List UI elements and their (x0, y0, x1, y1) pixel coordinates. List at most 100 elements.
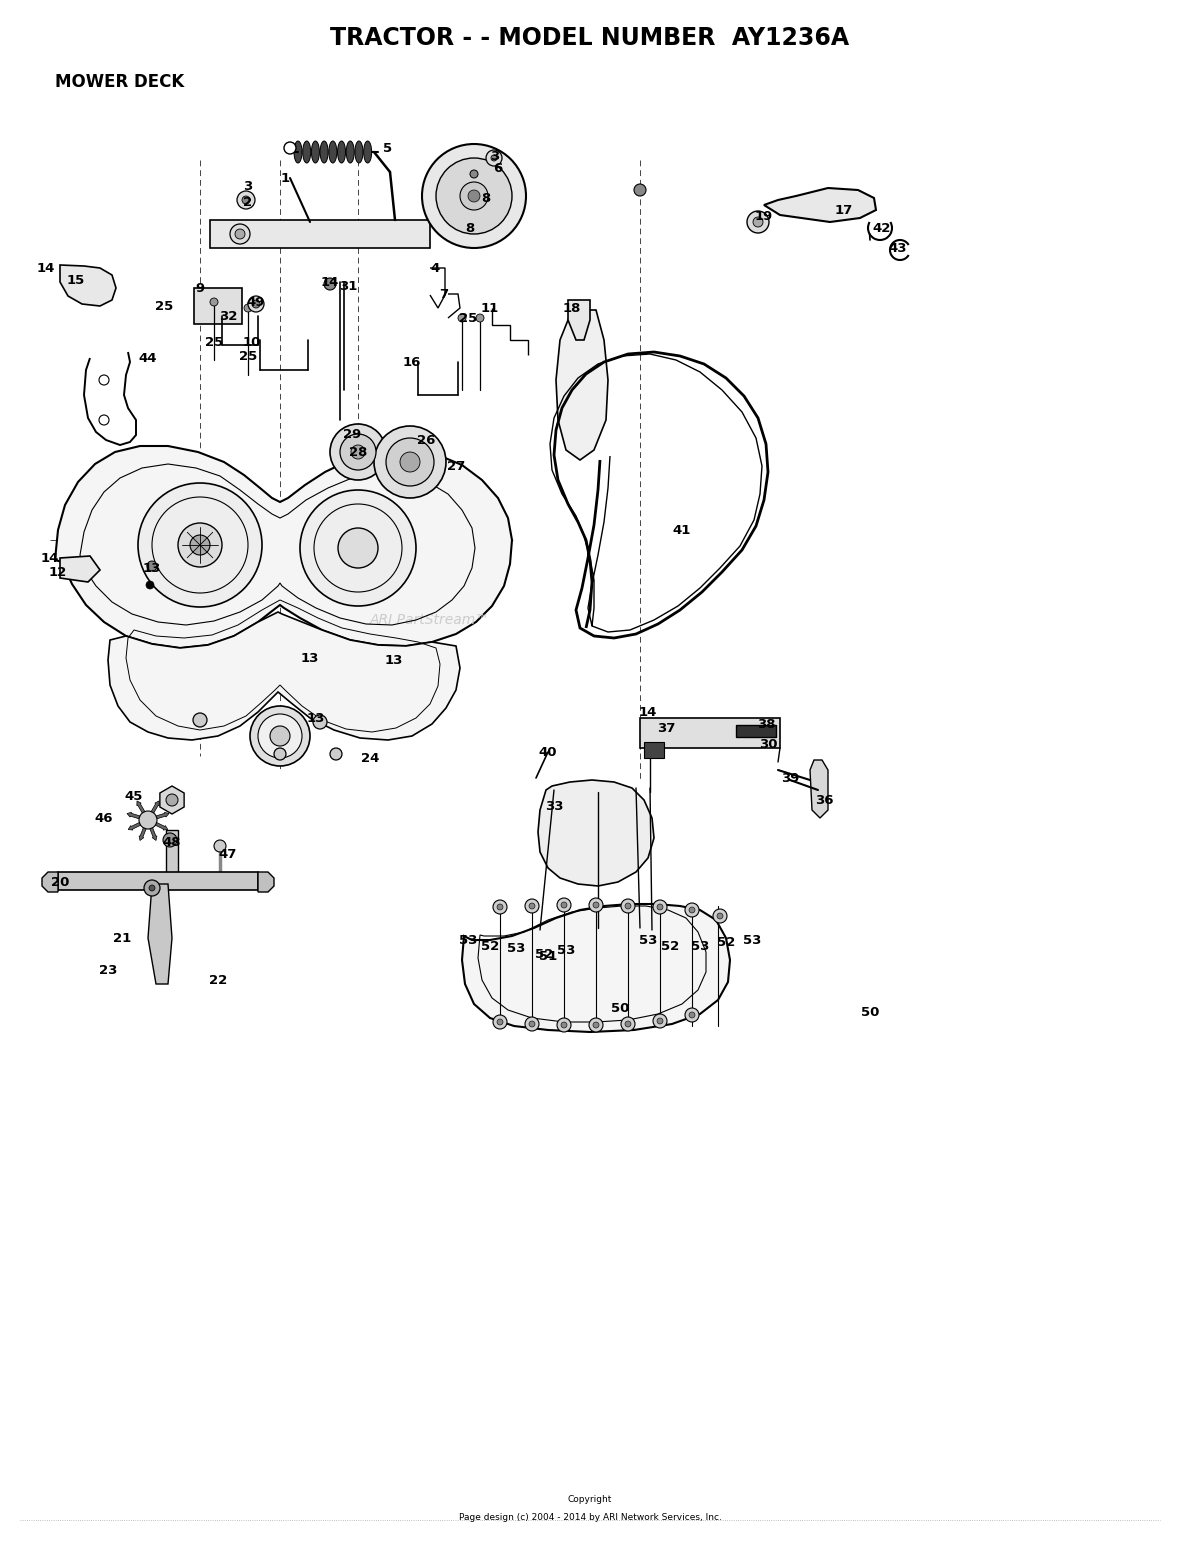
Text: 29: 29 (343, 427, 361, 440)
Text: ARI PartStream™: ARI PartStream™ (371, 613, 490, 626)
Polygon shape (55, 446, 512, 648)
Polygon shape (210, 221, 430, 248)
Text: 53: 53 (459, 934, 477, 946)
Circle shape (163, 833, 177, 847)
Circle shape (386, 438, 434, 486)
Circle shape (653, 1014, 667, 1028)
Circle shape (144, 880, 160, 896)
Text: 53: 53 (557, 943, 575, 957)
Text: 1: 1 (281, 171, 289, 185)
Text: 46: 46 (94, 812, 113, 824)
Text: 8: 8 (481, 191, 491, 205)
Text: 17: 17 (835, 204, 853, 216)
Text: 20: 20 (51, 875, 70, 889)
Circle shape (594, 903, 599, 907)
Polygon shape (109, 613, 460, 741)
Text: 27: 27 (447, 460, 465, 472)
Text: 14: 14 (37, 261, 55, 275)
Text: 25: 25 (205, 335, 223, 349)
Text: 3: 3 (243, 179, 253, 193)
Text: 18: 18 (563, 301, 582, 315)
Circle shape (686, 903, 699, 917)
Circle shape (689, 907, 695, 913)
Text: 22: 22 (209, 974, 227, 986)
Text: 36: 36 (814, 793, 833, 807)
Text: 53: 53 (638, 934, 657, 946)
Text: 33: 33 (545, 799, 563, 813)
Polygon shape (258, 872, 274, 892)
Ellipse shape (294, 140, 302, 164)
Circle shape (717, 913, 723, 920)
Circle shape (653, 900, 667, 913)
Circle shape (149, 886, 155, 890)
Circle shape (139, 812, 157, 829)
Polygon shape (763, 188, 876, 222)
Circle shape (589, 1018, 603, 1032)
Circle shape (274, 748, 286, 761)
Polygon shape (159, 785, 184, 815)
Text: Copyright: Copyright (568, 1495, 612, 1504)
Circle shape (99, 415, 109, 424)
Text: 44: 44 (139, 352, 157, 364)
Text: 38: 38 (756, 717, 775, 730)
Circle shape (621, 900, 635, 913)
Text: 42: 42 (873, 222, 891, 235)
Circle shape (248, 296, 264, 312)
Circle shape (657, 904, 663, 910)
Circle shape (374, 426, 446, 498)
Text: 14: 14 (321, 276, 339, 289)
Text: 13: 13 (143, 562, 162, 574)
Circle shape (625, 903, 631, 909)
Circle shape (330, 424, 386, 480)
Text: 49: 49 (247, 296, 266, 309)
Circle shape (468, 190, 480, 202)
Bar (58, 872, 258, 890)
Ellipse shape (312, 140, 320, 164)
Circle shape (313, 714, 327, 728)
Circle shape (491, 154, 497, 160)
Circle shape (190, 535, 210, 555)
Text: 28: 28 (349, 446, 367, 458)
Ellipse shape (320, 140, 328, 164)
Circle shape (557, 898, 571, 912)
Text: 5: 5 (384, 142, 393, 154)
Text: 14: 14 (638, 705, 657, 719)
Text: 3: 3 (491, 150, 499, 162)
Bar (640, 717, 780, 748)
Polygon shape (42, 872, 58, 892)
Circle shape (589, 898, 603, 912)
Text: 51: 51 (539, 949, 557, 963)
Text: 26: 26 (417, 434, 435, 446)
Circle shape (253, 299, 260, 309)
Circle shape (634, 184, 645, 196)
Circle shape (242, 196, 250, 204)
Ellipse shape (303, 140, 310, 164)
Polygon shape (60, 555, 100, 582)
Circle shape (284, 142, 296, 154)
Circle shape (493, 900, 507, 913)
Circle shape (560, 903, 568, 907)
Circle shape (686, 1008, 699, 1021)
Circle shape (337, 528, 378, 568)
Text: 25: 25 (459, 312, 477, 324)
Text: 19: 19 (755, 210, 773, 222)
Circle shape (493, 1015, 507, 1029)
Circle shape (237, 191, 255, 208)
Text: TRACTOR - - MODEL NUMBER  AY1236A: TRACTOR - - MODEL NUMBER AY1236A (330, 26, 850, 49)
Circle shape (560, 1021, 568, 1028)
Text: 9: 9 (196, 281, 204, 295)
Text: 39: 39 (781, 772, 799, 784)
Text: 12: 12 (48, 565, 67, 579)
Text: 14: 14 (41, 551, 59, 565)
Text: 6: 6 (493, 162, 503, 174)
Circle shape (178, 523, 222, 566)
Circle shape (324, 278, 336, 290)
Bar (194, 289, 242, 324)
Polygon shape (60, 265, 116, 306)
Text: 31: 31 (339, 279, 358, 293)
Text: 16: 16 (402, 355, 421, 369)
Circle shape (350, 444, 365, 458)
Text: 25: 25 (238, 350, 257, 363)
Text: 52: 52 (661, 940, 680, 952)
Text: 52: 52 (717, 935, 735, 949)
